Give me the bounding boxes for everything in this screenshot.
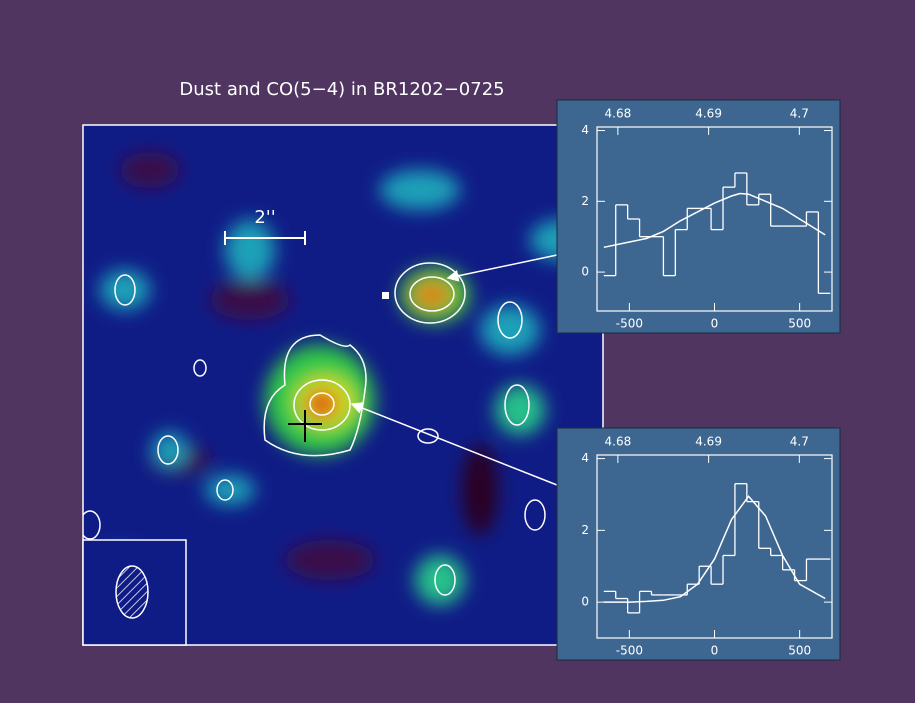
page: Dust and CO(5−4) in BR1202−0725 — [0, 0, 915, 703]
figure-title: Dust and CO(5−4) in BR1202−0725 — [179, 79, 504, 100]
y-tick-label: 0 — [581, 265, 589, 279]
scale-label: 2'' — [254, 207, 275, 228]
x2-tick-label: 4.69 — [695, 107, 722, 121]
figure: Dust and CO(5−4) in BR1202−0725 — [0, 0, 915, 703]
beam — [83, 540, 186, 645]
panel-bg — [557, 100, 840, 333]
x-tick-label: -500 — [616, 317, 643, 331]
y-tick-label: 4 — [581, 123, 589, 137]
panel-bg — [557, 428, 840, 660]
x-tick-label: -500 — [616, 644, 643, 658]
y-tick-label: 2 — [581, 194, 589, 208]
x2-tick-label: 4.69 — [695, 435, 722, 449]
x-tick-label: 0 — [711, 317, 719, 331]
spectrum-panel: -500 0 500 4.68 4.69 4.7 0 2 4 — [557, 428, 840, 660]
y-tick-label: 2 — [581, 523, 589, 537]
x2-tick-label: 4.7 — [790, 107, 809, 121]
spectrum-panel: -500 0 500 4.68 4.69 4.7 0 2 4 — [557, 100, 840, 333]
x2-tick-label: 4.7 — [790, 435, 809, 449]
x-tick-label: 500 — [788, 317, 811, 331]
y-tick-label: 4 — [581, 451, 589, 465]
x2-tick-label: 4.68 — [605, 435, 632, 449]
y-tick-label: 0 — [581, 595, 589, 609]
x-tick-label: 0 — [711, 644, 719, 658]
x-tick-label: 500 — [788, 644, 811, 658]
x2-tick-label: 4.68 — [605, 107, 632, 121]
